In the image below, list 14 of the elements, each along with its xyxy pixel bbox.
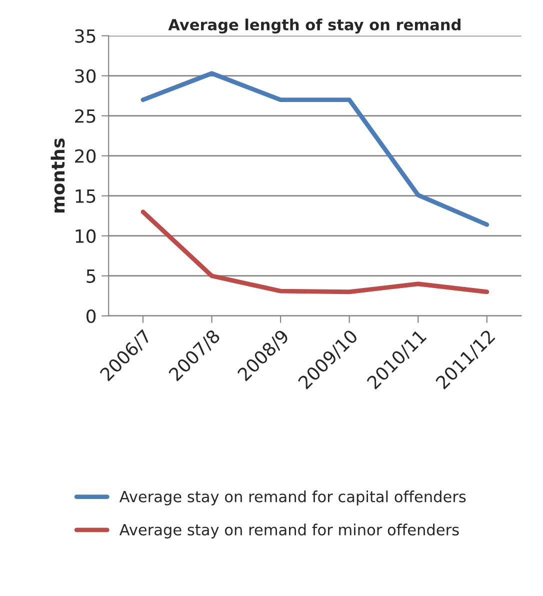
y-tick-label: 35 [75,29,96,43]
line-series [140,71,490,227]
y-tick-label: 30 [75,69,96,83]
y-axis-title: months [50,138,65,212]
legend-label: Average stay on remand for minor offenders [119,524,459,538]
y-tick-label: 20 [75,149,96,163]
y-tick-label: 5 [86,270,96,283]
y-tick-label: 25 [75,109,96,123]
y-tick-label: 0 [86,309,96,323]
y-tick-label: 15 [76,190,96,203]
y-tick-label: 10 [76,229,96,243]
legend-label: Average stay on remand for capital offenders [119,490,466,506]
chart-title: Average length of stay on remand [168,18,460,34]
line-series [140,210,490,294]
